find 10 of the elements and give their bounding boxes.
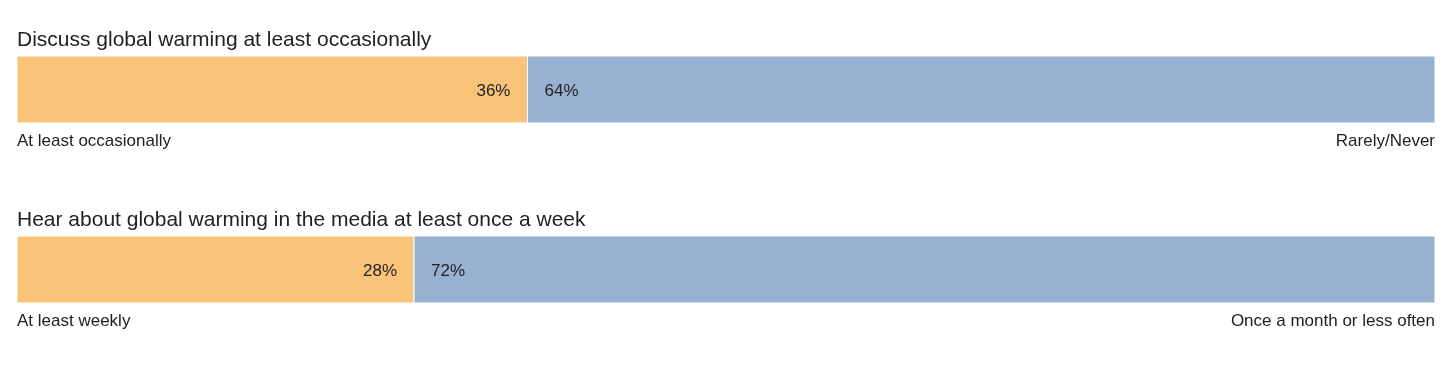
data-label: 64%	[544, 80, 579, 100]
series-label: Rarely/Never	[1335, 131, 1436, 150]
series-label: Once a month or less often	[1230, 311, 1435, 330]
data-label: 36%	[476, 80, 511, 100]
chart-title: Hear about global warming in the media at least once a week	[17, 207, 586, 230]
series-label: At least weekly	[17, 311, 131, 330]
chart-title: Discuss global warming at least occasionally	[17, 27, 432, 50]
data-label: 72%	[431, 260, 466, 280]
data-label: 28%	[363, 260, 398, 280]
series-label: At least occasionally	[17, 131, 172, 150]
